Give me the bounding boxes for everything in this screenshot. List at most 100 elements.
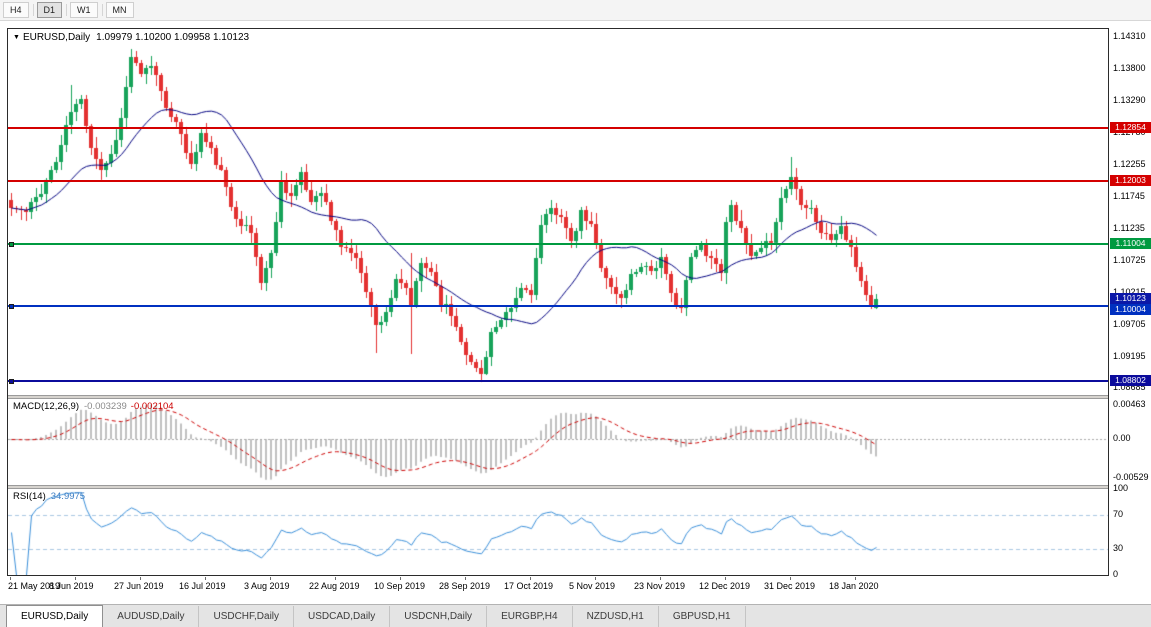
date-tick — [725, 577, 726, 580]
line-handle[interactable] — [9, 304, 14, 310]
date-tick — [205, 577, 206, 580]
date-tick — [465, 577, 466, 580]
date-tick — [270, 577, 271, 580]
date-tick — [790, 577, 791, 580]
tab-usdcad-daily[interactable]: USDCAD,Daily — [294, 606, 391, 627]
date-label: 31 Dec 2019 — [764, 581, 816, 591]
drawn-objects-layer — [8, 29, 1108, 395]
horizontal-line[interactable] — [8, 127, 1108, 130]
date-label: 23 Nov 2019 — [634, 581, 686, 591]
price-tick-label: 1.08685 — [1113, 382, 1146, 393]
date-label: 21 May 2019 — [8, 581, 61, 591]
price-tick-label: 1.10215 — [1113, 287, 1146, 297]
date-label: 12 Dec 2019 — [699, 581, 751, 591]
hline-price-label: 1.12854 — [1110, 122, 1151, 134]
main-price-panel: ▼ EURUSD,Daily 1.09979 1.10200 1.09958 1.1… — [8, 29, 1108, 395]
rsi-label: RSI(14) 34.9975 — [13, 491, 85, 502]
price-tick-label: 1.09195 — [1113, 350, 1146, 361]
candlestick-canvas[interactable] — [8, 29, 1108, 395]
horizontal-line[interactable] — [8, 242, 1108, 245]
tab-usdcnh-daily[interactable]: USDCNH,Daily — [390, 606, 488, 627]
date-label: 8 Jun 2019 — [49, 581, 94, 591]
price-tick-label: 1.09705 — [1113, 318, 1146, 329]
tab-gbpusd-h1[interactable]: GBPUSD,H1 — [659, 606, 746, 627]
tab-eurgbp-h4[interactable]: EURGBP,H4 — [487, 606, 573, 627]
macd-main-value: -0.003239 — [84, 401, 127, 412]
rsi-tick-label: 70 — [1113, 508, 1124, 519]
date-tick — [140, 577, 141, 580]
date-label: 22 Aug 2019 — [309, 581, 360, 591]
line-handle[interactable] — [9, 241, 14, 247]
timeframe-toolbar: H4 D1 W1 MN — [0, 0, 1151, 21]
date-tick — [75, 577, 76, 580]
timeframe-h4-button[interactable]: H4 — [3, 2, 29, 18]
date-tick — [660, 577, 661, 580]
price-tick-label: 1.14310 — [1113, 31, 1146, 42]
ohlc-values: 1.09979 1.10200 1.09958 1.10123 — [96, 32, 250, 43]
date-tick — [10, 577, 11, 580]
toolbar-separator — [66, 4, 68, 16]
date-tick — [400, 577, 401, 580]
macd-signal-value: -0.002104 — [130, 401, 174, 412]
panel-splitter-macd[interactable] — [8, 395, 1108, 399]
hline-price-label: 1.10004 — [1110, 303, 1151, 315]
tab-nzdusd-h1[interactable]: NZDUSD,H1 — [573, 606, 659, 627]
tab-audusd-daily[interactable]: AUDUSD,Daily — [103, 606, 200, 627]
macd-tick-label: 0.00 — [1113, 433, 1131, 444]
current-price-label: 1.10123 — [1110, 292, 1151, 304]
time-axis[interactable]: 21 May 2019 8 Jun 2019 27 Jun 2019 16 Jul 2… — [7, 577, 1109, 595]
date-tick — [595, 577, 596, 580]
line-handle[interactable] — [9, 379, 14, 385]
date-label: 18 Jan 2020 — [829, 581, 879, 591]
date-label: 27 Jun 2019 — [114, 581, 164, 591]
date-label: 16 Jul 2019 — [179, 581, 226, 591]
tab-eurusd-daily[interactable]: EURUSD,Daily — [6, 605, 104, 627]
tab-usdchf-daily[interactable]: USDCHF,Daily — [199, 606, 295, 627]
price-tick-label: 1.13290 — [1113, 94, 1146, 105]
date-label: 5 Nov 2019 — [569, 581, 616, 591]
hline-price-label: 1.08802 — [1110, 375, 1151, 387]
rsi-value: 34.9975 — [50, 491, 86, 502]
rsi-canvas[interactable] — [8, 489, 1108, 575]
timeframe-d1-button[interactable]: D1 — [36, 2, 63, 18]
macd-title: MACD(12,26,9) — [13, 401, 79, 412]
macd-label: MACD(12,26,9) -0.003239 -0.002104 — [13, 401, 174, 412]
toolbar-separator — [101, 4, 103, 16]
rsi-tick-label: 30 — [1113, 543, 1124, 554]
date-label: 3 Aug 2019 — [244, 581, 290, 591]
price-axis[interactable]: 1.143101.138001.132901.127801.122551.117… — [1110, 28, 1151, 590]
macd-tick-label: -0.00529 — [1113, 471, 1149, 482]
price-tick-label: 1.11745 — [1113, 191, 1145, 202]
hline-price-label: 1.11004 — [1110, 237, 1151, 249]
chart-tab-bar: EURUSD,Daily AUDUSD,Daily USDCHF,Daily U… — [0, 604, 1151, 627]
price-tick-label: 1.12255 — [1113, 159, 1146, 170]
horizontal-line[interactable] — [8, 305, 1108, 308]
macd-canvas[interactable] — [8, 399, 1108, 485]
timeframe-w1-button[interactable]: W1 — [70, 2, 98, 18]
rsi-panel: RSI(14) 34.9975 — [8, 489, 1108, 575]
horizontal-line[interactable] — [8, 380, 1108, 383]
date-label: 10 Sep 2019 — [374, 581, 426, 591]
macd-tick-label: 0.00463 — [1113, 399, 1146, 410]
price-tick-label: 1.11235 — [1113, 223, 1145, 234]
price-tick-label: 1.10725 — [1113, 255, 1146, 266]
collapse-triangle-icon[interactable]: ▼ — [13, 34, 20, 41]
timeframe-mn-button[interactable]: MN — [105, 2, 134, 18]
symbol-ohlc-label: ▼ EURUSD,Daily 1.09979 1.10200 1.09958 1.1… — [13, 32, 249, 43]
date-tick — [530, 577, 531, 580]
rsi-tick-label: 0 — [1113, 569, 1119, 579]
price-tick-label: 1.13800 — [1113, 62, 1146, 73]
panel-splitter-rsi[interactable] — [8, 485, 1108, 489]
macd-panel: MACD(12,26,9) -0.003239 -0.002104 — [8, 399, 1108, 485]
toolbar-separator — [32, 4, 34, 16]
horizontal-line[interactable] — [8, 180, 1108, 183]
chart-window: ▼ EURUSD,Daily 1.09979 1.10200 1.09958 1.1… — [0, 21, 1151, 604]
date-tick — [855, 577, 856, 580]
date-label: 28 Sep 2019 — [439, 581, 491, 591]
hline-price-label: 1.12003 — [1110, 175, 1151, 187]
rsi-title: RSI(14) — [13, 491, 46, 502]
date-label: 17 Oct 2019 — [504, 581, 554, 591]
rsi-tick-label: 100 — [1113, 483, 1129, 493]
date-tick — [335, 577, 336, 580]
symbol-name: EURUSD,Daily — [22, 32, 91, 43]
